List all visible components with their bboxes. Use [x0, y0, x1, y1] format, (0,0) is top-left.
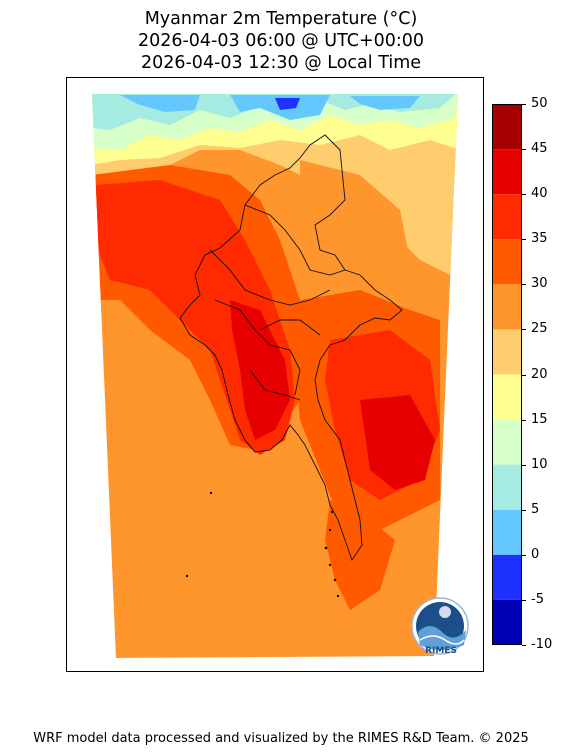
colorbar-tick — [522, 104, 526, 105]
colorbar-tick-label: 15 — [531, 411, 548, 427]
colorbar-bin — [492, 284, 522, 330]
colorbar-bin — [492, 554, 522, 600]
colorbar-tick — [522, 464, 526, 466]
colorbar-bin — [492, 239, 522, 285]
colorbar-tick-label: 35 — [531, 231, 548, 247]
colorbar-tick-label: 50 — [531, 96, 548, 111]
title-line-3: 2026-04-03 12:30 @ Local Time — [140, 53, 422, 73]
colorbar-tick-label: 45 — [531, 141, 548, 157]
rimes-logo — [411, 597, 469, 655]
colorbar-tick — [522, 329, 526, 331]
colorbar-tick — [522, 284, 526, 286]
colorbar-tick-label: -10 — [531, 637, 553, 652]
temperature-field — [92, 94, 458, 658]
footer-credit: WRF model data processed and visualized … — [33, 731, 529, 746]
colorbar-tick-label: 30 — [531, 276, 548, 292]
colorbar-bin — [492, 419, 522, 465]
colorbar-tick — [522, 645, 526, 646]
title-line-1: Myanmar 2m Temperature (°C) — [144, 9, 418, 29]
colorbar-tick — [522, 509, 526, 511]
rimes-logo-text: RIMES — [425, 646, 457, 656]
colorbar-bin — [492, 329, 522, 375]
colorbar-bin — [492, 599, 522, 645]
colorbar-tick-label: -5 — [531, 591, 544, 607]
colorbar-tick-label: 0 — [531, 546, 540, 562]
colorbar-border — [492, 104, 522, 645]
title-line-2: 2026-04-03 06:00 @ UTC+00:00 — [137, 31, 425, 51]
colorbar-tick — [522, 419, 526, 421]
temperature-map — [92, 94, 469, 658]
colorbar-tick — [522, 374, 526, 376]
colorbar-tick — [522, 239, 526, 241]
colorbar-tick — [522, 599, 526, 601]
country-borders — [179, 134, 403, 562]
colorbar-bin — [492, 194, 522, 240]
colorbar-tick-label: 20 — [531, 366, 548, 382]
colorbar — [492, 104, 522, 645]
colorbar-tick — [522, 194, 526, 196]
colorbar-tick — [522, 149, 526, 151]
colorbar-tick — [522, 554, 526, 556]
colorbar-bin — [492, 509, 522, 555]
colorbar-tick-label: 40 — [531, 186, 548, 202]
colorbar-bin — [492, 104, 522, 150]
colorbar-bin — [492, 149, 522, 195]
islands — [185, 491, 340, 598]
colorbar-tick-label: 25 — [531, 321, 548, 337]
colorbar-bin — [492, 464, 522, 510]
colorbar-tick-label: 10 — [531, 456, 548, 472]
colorbar-bin — [492, 374, 522, 420]
colorbar-tick-label: 5 — [531, 501, 540, 517]
